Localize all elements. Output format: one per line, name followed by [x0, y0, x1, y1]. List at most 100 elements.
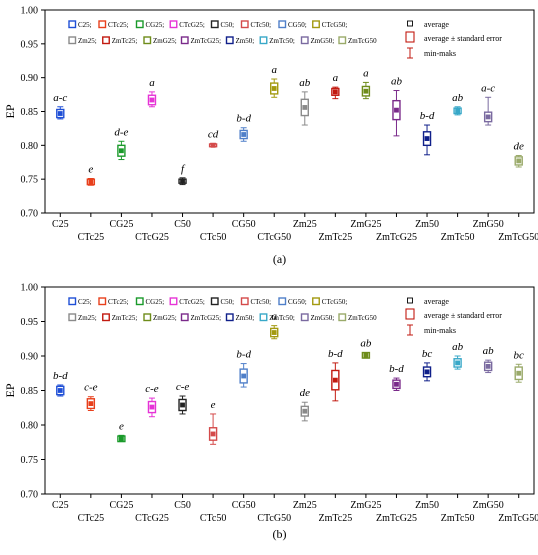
average-point — [149, 404, 155, 410]
y-axis-label: EP — [3, 383, 17, 397]
legend-swatch — [143, 313, 152, 322]
legend-swatch — [98, 20, 107, 29]
legend-swatch — [338, 313, 347, 322]
mark-CG50: b-d — [236, 113, 251, 142]
legend-label: Zm25; — [78, 314, 97, 322]
x-tick-label: ZmTc50 — [441, 513, 475, 524]
y-axis-label: EP — [3, 104, 17, 118]
legend-swatch — [240, 20, 249, 29]
legend-label: CTc50; — [251, 298, 272, 306]
significance-label: b-d — [53, 370, 68, 382]
legend-swatch — [210, 20, 219, 29]
x-tick-label: ZmTcG50 — [498, 513, 538, 524]
significance-label: f — [181, 163, 186, 175]
x-tick-label: Zm25 — [293, 219, 317, 230]
average-point — [332, 377, 338, 383]
x-tick-label: CG25 — [109, 219, 133, 230]
mark-CTc50: cd — [208, 128, 219, 148]
x-tick-label: C25 — [52, 219, 69, 230]
legend-average-symbol — [407, 20, 413, 27]
y-tick-label: 0.70 — [21, 209, 39, 220]
legend-label: ZmTcG25; — [191, 37, 222, 45]
legend-label: ZmTcG50 — [348, 314, 377, 322]
significance-label: d-e — [114, 126, 128, 138]
significance-label: b-d — [420, 110, 435, 122]
legend-swatch — [143, 36, 152, 45]
significance-label: e — [211, 399, 216, 411]
y-tick-label: 0.80 — [21, 421, 39, 432]
panel-caption: (b) — [273, 527, 287, 541]
mark-Zm50: b-d — [420, 110, 435, 156]
significance-label: b-d — [389, 363, 404, 375]
legend-label: C25; — [78, 298, 92, 306]
average-point — [394, 107, 399, 113]
average-point — [210, 142, 216, 148]
legend-swatch — [68, 36, 77, 45]
significance-label: ab — [483, 345, 495, 357]
y-tick-label: 0.85 — [21, 386, 39, 397]
average-point — [241, 373, 247, 379]
significance-label: a-c — [53, 92, 67, 104]
mark-ZmTcG25: b-d — [389, 363, 404, 391]
mark-CTcG50: a — [270, 64, 279, 98]
legend-label: Zm50; — [236, 37, 255, 45]
x-tick-label: CG50 — [232, 500, 256, 511]
y-tick-label: 0.75 — [21, 175, 39, 186]
legend-average-label: average — [424, 297, 449, 306]
legend-swatch — [338, 36, 347, 45]
legend-label: CTcG25; — [179, 298, 205, 306]
x-tick-label: ZmG25 — [350, 500, 381, 511]
legend-swatch — [225, 36, 234, 45]
significance-label: de — [514, 140, 525, 152]
x-tick-label: ZmTc25 — [318, 513, 352, 524]
legend-swatch — [135, 297, 144, 306]
chart-panel-1: 0.70 0.75 0.80 0.85 0.90 0.95 1.00 EP C25 CTc25 CG… — [3, 6, 538, 267]
legend-label: ZmTcG25; — [191, 314, 222, 322]
mark-ZmTcG50: bc — [514, 349, 524, 383]
legend-label: CG25; — [146, 298, 165, 306]
average-point — [302, 105, 308, 110]
average-point — [88, 179, 94, 185]
average-point — [485, 363, 491, 369]
average-point — [88, 401, 94, 407]
significance-label: c-e — [145, 383, 159, 395]
legend-swatch — [68, 20, 77, 29]
x-tick-label: ZmTc50 — [441, 232, 475, 243]
legend-label: Zm25; — [78, 37, 97, 45]
y-tick-label: 0.90 — [21, 352, 39, 363]
significance-label: b-d — [328, 348, 343, 360]
legend-label: ZmTc50; — [269, 314, 295, 322]
average-point — [424, 136, 430, 141]
legend-label: C50; — [221, 298, 235, 306]
mark-ZmTcG25: ab — [391, 76, 402, 137]
legend-swatch — [169, 20, 178, 29]
mark-CTcG50: a — [270, 311, 279, 340]
y-tick-label: 0.75 — [21, 455, 39, 466]
mark-CG25: e — [117, 420, 126, 443]
legend-minmax-label: min-maks — [424, 49, 456, 58]
significance-label: a — [363, 67, 369, 79]
x-tick-label: CTc50 — [200, 232, 227, 243]
legend-label: CTcG25; — [179, 21, 205, 29]
average-point — [394, 381, 399, 387]
mark-Zm25: de — [300, 387, 310, 422]
mark-ZmG50: ab — [483, 345, 495, 374]
average-point — [241, 132, 247, 137]
legend-swatch — [225, 313, 234, 322]
legend-swatch — [180, 313, 189, 322]
average-point — [332, 89, 338, 95]
legend-label: C50; — [221, 21, 235, 29]
average-point — [363, 88, 369, 94]
y-tick-label: 0.95 — [21, 317, 39, 328]
legend-swatch — [68, 297, 77, 306]
legend-se-symbol — [405, 31, 415, 43]
significance-label: ab — [299, 77, 311, 89]
x-tick-label: CTcG25 — [135, 513, 169, 524]
legend-swatch — [259, 313, 268, 322]
mark-ZmTc25: a — [331, 72, 340, 100]
x-tick-label: ZmTcG25 — [376, 513, 417, 524]
average-point — [516, 370, 522, 376]
legend-label: CG25; — [146, 21, 165, 29]
legend-label: ZmTc25; — [112, 314, 138, 322]
